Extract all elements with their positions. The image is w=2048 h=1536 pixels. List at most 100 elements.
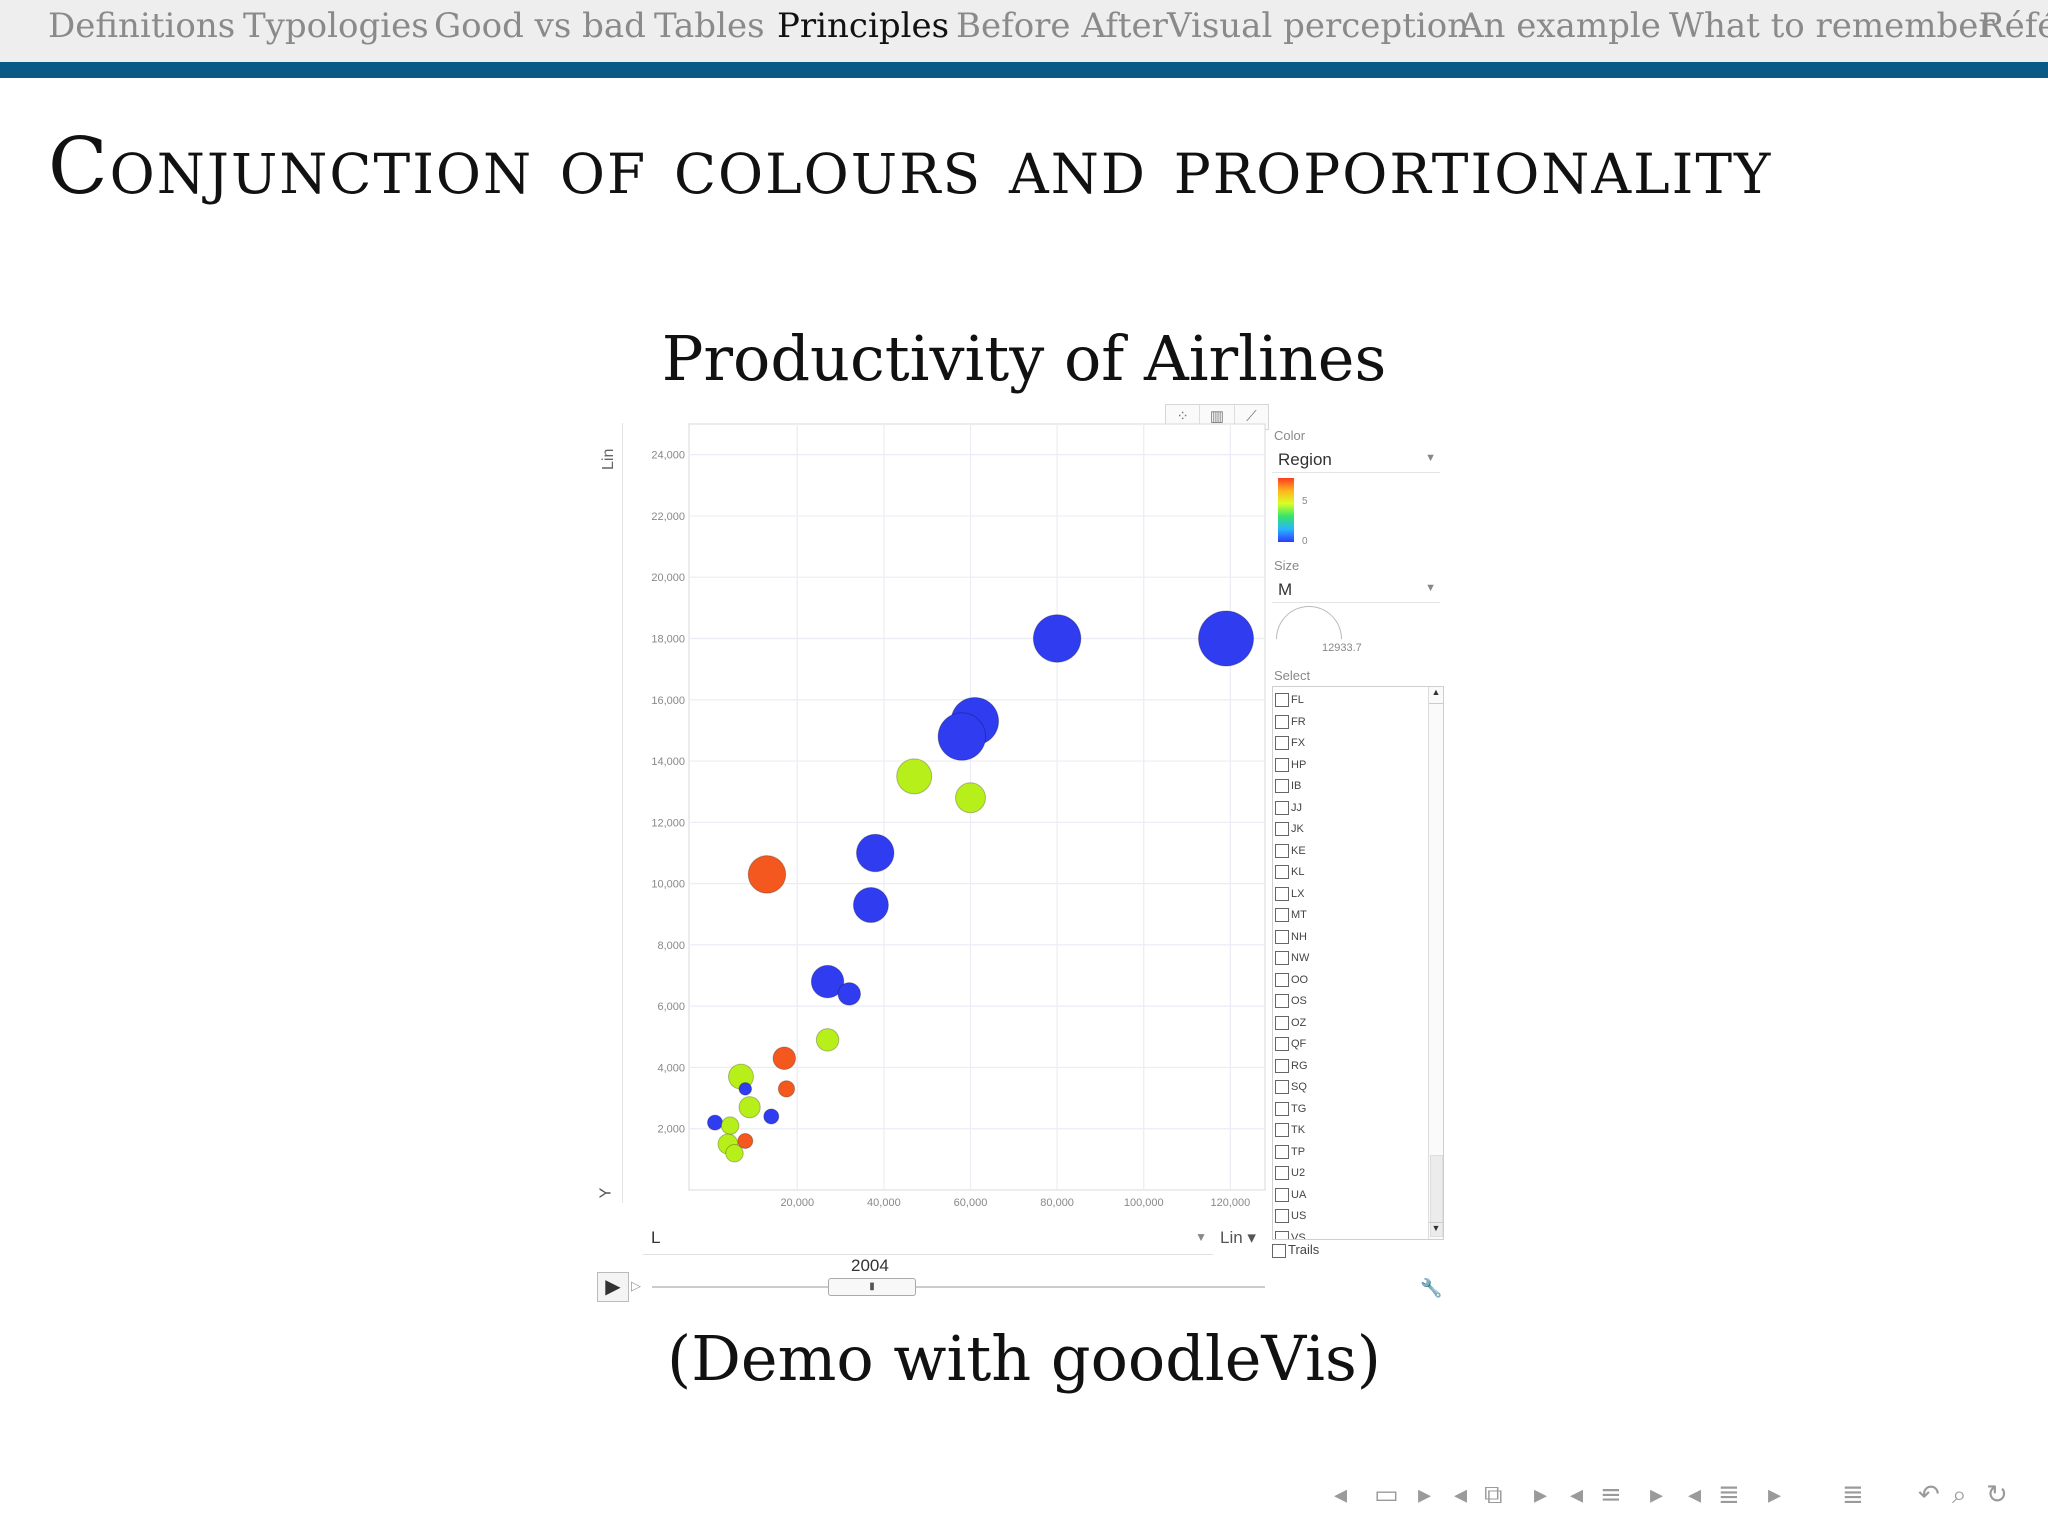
select-item-sq[interactable]: SQ [1275, 1080, 1307, 1100]
left-arrow-icon[interactable]: ◂ [1688, 1480, 1702, 1510]
search-icon[interactable]: ⌕ [1952, 1480, 1967, 1510]
nav-item-what-to-remember[interactable]: What to remember [1669, 6, 1995, 46]
select-item-kl[interactable]: KL [1275, 865, 1304, 885]
bubble-chart-icon[interactable]: ⁘ [1166, 405, 1201, 429]
select-item-ua[interactable]: UA [1275, 1187, 1306, 1208]
select-item-lx[interactable]: LX [1275, 886, 1304, 907]
size-dropdown[interactable]: M ▼ [1272, 576, 1440, 603]
frame-icon[interactable]: ▭ [1374, 1480, 1399, 1510]
data-bubble[interactable] [763, 1108, 780, 1125]
data-bubble[interactable] [896, 758, 933, 795]
line-chart-icon[interactable]: ⟋ [1246, 408, 1257, 425]
select-item-vs[interactable]: VS [1275, 1230, 1306, 1239]
section-icon[interactable]: ≡ [1600, 1480, 1622, 1510]
nav-item-visual-perception[interactable]: Visual perception [1167, 6, 1470, 46]
color-dropdown[interactable]: Region ▼ [1272, 446, 1440, 473]
data-bubble[interactable] [937, 712, 987, 761]
left-arrow-icon[interactable]: ◂ [1454, 1480, 1468, 1510]
scroll-up-icon[interactable]: ▲ [1429, 687, 1443, 704]
x-axis-selector[interactable]: L ▼ [643, 1224, 1213, 1255]
select-item-fl[interactable]: FL [1275, 693, 1304, 713]
nav-item-good-vs-bad[interactable]: Good vs bad [434, 6, 646, 46]
select-item-ke[interactable]: KE [1275, 843, 1306, 864]
data-bubble[interactable] [837, 982, 861, 1006]
data-bubble[interactable] [717, 1133, 739, 1155]
checkbox-icon [1275, 843, 1289, 858]
select-item-fx[interactable]: FX [1275, 736, 1305, 756]
frames-icon[interactable]: ⧉ [1484, 1480, 1503, 1510]
select-item-u2[interactable]: U2 [1275, 1166, 1305, 1186]
data-bubble[interactable] [815, 1028, 840, 1052]
select-item-os[interactable]: OS [1275, 994, 1307, 1014]
toc-icon[interactable]: ≣ [1842, 1480, 1864, 1510]
nav-item-typologies[interactable]: Typologies [243, 6, 429, 46]
data-bubble[interactable] [747, 855, 787, 894]
checkbox-icon [1275, 736, 1289, 750]
data-bubble[interactable] [852, 887, 889, 924]
nav-item-references[interactable]: Réfé [1979, 6, 2048, 46]
select-item-rg[interactable]: RG [1275, 1058, 1308, 1079]
select-item-fr[interactable]: FR [1275, 714, 1306, 735]
time-slider-handle[interactable]: ▮ [828, 1278, 916, 1296]
nav-item-principles[interactable]: Principles [777, 6, 950, 46]
x-scale-toggle[interactable]: Lin ▾ [1220, 1228, 1256, 1247]
data-bubble[interactable] [810, 964, 845, 999]
data-bubble[interactable] [950, 696, 1000, 746]
data-bubble[interactable] [720, 1116, 740, 1135]
chart-ticks: 20,000 40,000 60,000 80,000 100,000 120,000 2,… [651, 450, 1250, 1209]
data-bubble[interactable] [725, 1143, 744, 1163]
left-arrow-icon[interactable]: ◂ [1570, 1480, 1584, 1510]
bar-chart-icon[interactable]: ▥ [1200, 405, 1235, 429]
nav-item-tables[interactable]: Tables [654, 6, 765, 46]
step-forward-icon[interactable]: ▷ [631, 1278, 641, 1293]
right-arrow-icon[interactable]: ▸ [1534, 1480, 1548, 1510]
data-bubble[interactable] [855, 833, 895, 873]
data-bubble[interactable] [738, 1082, 753, 1096]
right-arrow-icon[interactable]: ▸ [1768, 1480, 1782, 1510]
select-item-qf[interactable]: QF [1275, 1037, 1306, 1057]
select-item-nh[interactable]: NH [1275, 929, 1307, 950]
data-bubble[interactable] [955, 782, 987, 814]
nav-item-an-example[interactable]: An example [1459, 6, 1661, 46]
data-bubble[interactable] [1032, 614, 1082, 663]
select-item-hp[interactable]: HP [1275, 757, 1306, 778]
select-item-ib[interactable]: IB [1275, 779, 1301, 799]
back-icon[interactable]: ↶ [1918, 1480, 1940, 1510]
nav-item-definitions[interactable]: Definitions [48, 6, 236, 46]
x-tick-label: 40,000 [867, 1197, 901, 1209]
data-bubble[interactable] [777, 1080, 796, 1098]
data-bubble[interactable] [727, 1063, 754, 1090]
select-item-tk[interactable]: TK [1275, 1123, 1305, 1143]
y-scale-toggle[interactable]: Lin [598, 430, 622, 470]
settings-wrench-icon[interactable]: 🔧 [1420, 1278, 1443, 1298]
data-bubble[interactable] [772, 1046, 797, 1070]
subsection-icon[interactable]: ≣ [1718, 1480, 1740, 1510]
trails-checkbox[interactable]: Trails [1272, 1242, 1319, 1258]
play-button[interactable]: ▶ [597, 1272, 629, 1302]
data-bubble[interactable] [738, 1096, 761, 1119]
time-slider-track[interactable] [652, 1286, 1265, 1288]
data-bubble[interactable] [706, 1114, 723, 1131]
select-item-jk[interactable]: JK [1275, 822, 1304, 842]
x-tick-label: 120,000 [1210, 1197, 1250, 1209]
scroll-down-icon[interactable]: ▼ [1429, 1222, 1443, 1239]
select-item-jj[interactable]: JJ [1275, 800, 1302, 821]
scroll-thumb[interactable] [1430, 1155, 1443, 1237]
right-arrow-icon[interactable]: ▸ [1650, 1480, 1664, 1510]
right-arrow-icon[interactable]: ▸ [1418, 1480, 1432, 1510]
select-item-tp[interactable]: TP [1275, 1144, 1305, 1165]
left-arrow-icon[interactable]: ◂ [1334, 1480, 1348, 1510]
refresh-icon[interactable]: ↻ [1986, 1480, 2008, 1510]
nav-item-before-after[interactable]: Before After [956, 6, 1168, 46]
data-bubble[interactable] [1198, 610, 1255, 667]
select-item-us[interactable]: US [1275, 1209, 1306, 1229]
select-list-scrollbar[interactable]: ▲ ▼ [1428, 687, 1443, 1239]
select-item-mt[interactable]: MT [1275, 908, 1307, 928]
trails-label: Trails [1288, 1242, 1320, 1257]
y-axis-selector[interactable] [598, 423, 623, 1203]
select-item-tg[interactable]: TG [1275, 1101, 1306, 1122]
select-item-oz[interactable]: OZ [1275, 1015, 1306, 1036]
select-item-nw[interactable]: NW [1275, 951, 1309, 971]
select-item-oo[interactable]: OO [1275, 972, 1308, 993]
data-bubble[interactable] [737, 1132, 754, 1149]
